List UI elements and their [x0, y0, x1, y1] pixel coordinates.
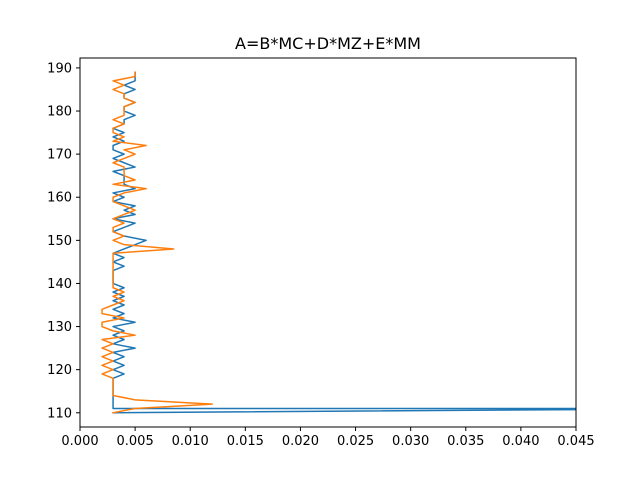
- y-axis: 110 120 130 140 150 160 170 180 190: [47, 61, 80, 421]
- y-tick-label: 160: [47, 191, 72, 206]
- x-tick-label: 0.020: [282, 434, 319, 449]
- plot-frame: [79, 57, 577, 428]
- x-tick-label: 0.025: [337, 434, 374, 449]
- y-tick-label: 140: [47, 277, 72, 292]
- y-tick-label: 150: [47, 234, 72, 249]
- y-tick-label: 190: [47, 61, 72, 76]
- x-tick-label: 0.000: [61, 434, 98, 449]
- y-tick-label: 120: [47, 363, 72, 378]
- x-tick-label: 0.010: [172, 434, 209, 449]
- series-line-2: [101, 71, 214, 414]
- y-tick-label: 180: [47, 105, 72, 120]
- y-tick-label: 110: [47, 406, 72, 421]
- chart-title: A=B*MC+D*MZ+E*MM: [235, 34, 421, 53]
- series-line-1: [112, 71, 576, 414]
- x-tick-label: 0.030: [392, 434, 429, 449]
- series-layer: [101, 71, 576, 414]
- x-tick-label: 0.045: [557, 434, 594, 449]
- x-tick-label: 0.015: [227, 434, 264, 449]
- x-axis: 0.000 0.005 0.010 0.015 0.020 0.025 0.030 0.035…: [61, 427, 595, 449]
- x-tick-label: 0.040: [502, 434, 539, 449]
- x-tick-label: 0.005: [117, 434, 154, 449]
- y-tick-label: 130: [47, 320, 72, 335]
- x-tick-label: 0.035: [447, 434, 484, 449]
- y-tick-label: 170: [47, 148, 72, 163]
